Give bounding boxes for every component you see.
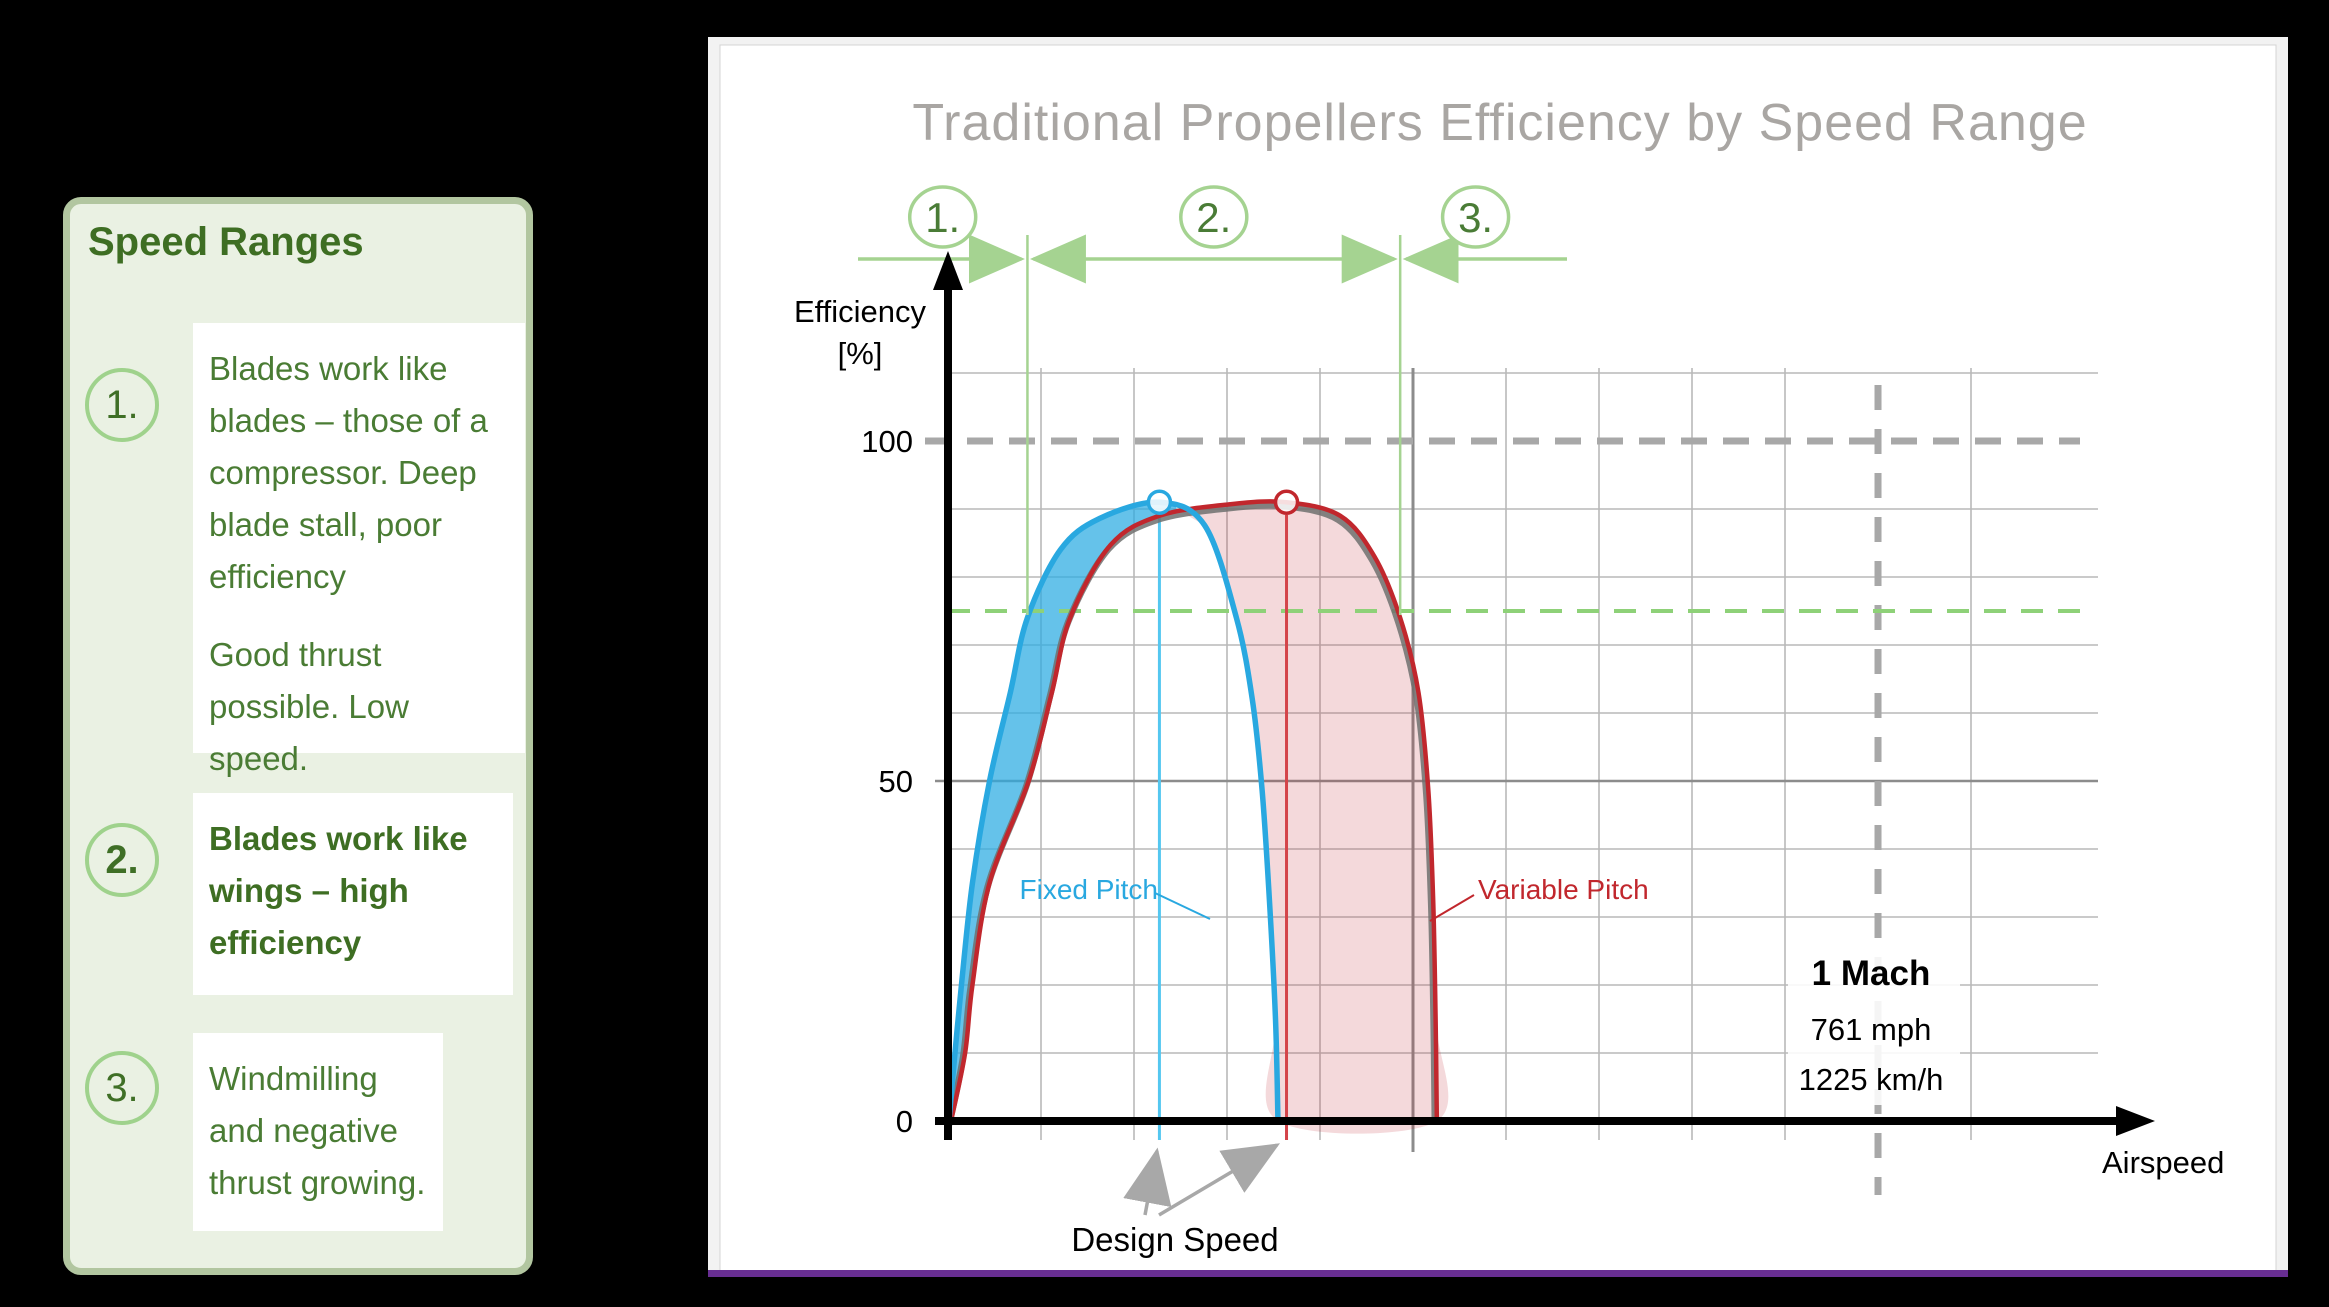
card-1-paragraph-2: Good thrust possible. Low speed. bbox=[209, 636, 409, 777]
y-tick-100: 100 bbox=[861, 424, 913, 459]
region-3-badge bbox=[1440, 185, 1511, 249]
sidebar-number-badge-3: 3. bbox=[85, 1051, 159, 1125]
variable-pitch-peak-marker bbox=[1273, 489, 1300, 515]
region-3-badge-label: 3. bbox=[1458, 194, 1493, 241]
card-2-paragraph-1: Blades work like wings – high efficiency bbox=[209, 820, 468, 961]
fixed-pitch-fill bbox=[948, 501, 1177, 1121]
sidebar-card-1: Blades work like blades – those of a com… bbox=[193, 323, 525, 777]
y-axis-label-line2: [%] bbox=[838, 336, 883, 371]
badge-3-label: 3. bbox=[105, 1065, 139, 1110]
region-1-badge bbox=[907, 185, 978, 249]
fixed-pitch-curve bbox=[946, 499, 1281, 1122]
region-2-badge-label: 2. bbox=[1196, 194, 1231, 241]
x-axis-label: Airspeed bbox=[2102, 1145, 2224, 1180]
region-annotation: 1. 2. 3. bbox=[858, 185, 1567, 615]
y-axis-label-line1: Efficiency bbox=[794, 294, 927, 329]
y-tick-0: 0 bbox=[896, 1104, 913, 1139]
speed-ranges-panel: Speed Ranges 1. Blades work like blades … bbox=[63, 197, 533, 1275]
design-speed-arrow-variable bbox=[1158, 1143, 1281, 1217]
mach-kmh: 1225 km/h bbox=[1799, 1062, 1944, 1097]
fixed-pitch-leader bbox=[1154, 892, 1211, 920]
sidebar-number-badge-2: 2. bbox=[85, 823, 159, 897]
card-3-paragraph-1: Windmilling and negative thrust growing. bbox=[209, 1060, 426, 1201]
mach-label-box bbox=[1788, 945, 1960, 1105]
badge-1-label: 1. bbox=[105, 382, 139, 427]
design-speed-label: Design Speed bbox=[1071, 1221, 1278, 1258]
card-1-paragraph-1: Blades work like blades – those of a com… bbox=[209, 350, 488, 595]
region-2-badge bbox=[1179, 185, 1249, 249]
y-axis-arrowhead bbox=[933, 251, 963, 290]
badge-2-label: 2. bbox=[105, 837, 139, 882]
fixed-pitch-peak-marker bbox=[1146, 489, 1173, 515]
chart-title: Traditional Propellers Efficiency by Spe… bbox=[912, 94, 2087, 152]
x-axis-arrowhead bbox=[2116, 1106, 2155, 1136]
sidebar-title: Speed Ranges bbox=[88, 220, 364, 264]
sidebar-card-2: Blades work like wings – high efficiency bbox=[193, 793, 513, 995]
variable-pitch-leader bbox=[1429, 894, 1475, 922]
variable-pitch-fill bbox=[1176, 501, 1449, 1134]
design-speed-arrow-fixed bbox=[1123, 1147, 1172, 1216]
variable-pitch-label: Variable Pitch bbox=[1478, 874, 1649, 905]
mach-mph: 761 mph bbox=[1811, 1012, 1932, 1047]
efficiency-chart: 1. 2. 3. 1 Mach 761 mph 1225 km/h Fixed Pitch V… bbox=[708, 37, 2288, 1277]
slide-bottom-edge bbox=[708, 1270, 2288, 1277]
sidebar-card-3: Windmilling and negative thrust growing. bbox=[193, 1033, 443, 1231]
y-tick-50: 50 bbox=[879, 764, 913, 799]
fixed-pitch-label: Fixed Pitch bbox=[1020, 874, 1159, 905]
grid bbox=[935, 368, 2098, 1152]
region-1-badge-label: 1. bbox=[925, 194, 960, 241]
mach-title: 1 Mach bbox=[1812, 954, 1931, 993]
variable-pitch-curve bbox=[948, 499, 1440, 1122]
chart-slide-panel: 1. 2. 3. 1 Mach 761 mph 1225 km/h Fixed Pitch V… bbox=[708, 37, 2288, 1277]
sidebar-number-badge-1: 1. bbox=[85, 368, 159, 442]
